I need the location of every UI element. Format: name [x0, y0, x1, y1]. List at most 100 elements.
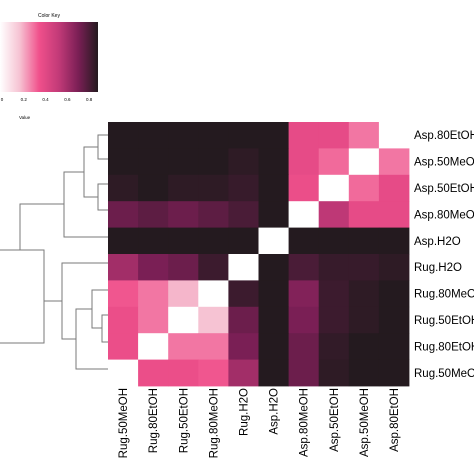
heatmap-cell [168, 122, 199, 149]
heatmap-cell [138, 174, 169, 202]
heatmap-cell [378, 148, 410, 176]
heatmap-cells [108, 122, 410, 387]
column-label: Asp.50MeOH [359, 388, 371, 457]
heatmap-cell [198, 122, 229, 149]
heatmap-cell [318, 280, 350, 308]
heatmap-cell [318, 254, 350, 281]
color-key-title: Color Key [38, 13, 60, 19]
heatmap-cell [378, 122, 410, 149]
row-label: Rug.80MeOH [414, 289, 474, 301]
heatmap-cell [378, 201, 410, 228]
heatmap-cell [378, 174, 410, 202]
heatmap-cell [108, 306, 139, 334]
heatmap-cell [228, 227, 259, 255]
heatmap-cell [228, 333, 259, 360]
heatmap-cell [288, 359, 320, 387]
heatmap-cell [228, 306, 259, 334]
heatmap-cell [378, 306, 410, 334]
row-label: Rug.50MeOH [414, 368, 474, 380]
color-key-tick: 0 [1, 97, 4, 102]
heatmap-cell [108, 174, 139, 202]
row-label: Asp.80MeOH [414, 209, 474, 221]
heatmap-cell [168, 280, 199, 308]
color-key-tick: 0.2 [21, 97, 28, 102]
column-label: Rug.50MeOH [118, 388, 130, 458]
heatmap-cell [348, 333, 380, 360]
heatmap-cell [168, 254, 199, 281]
heatmap-cell [168, 201, 199, 228]
column-label: Rug.H2O [238, 388, 250, 436]
heatmap-cell [138, 333, 169, 360]
heatmap-cell [258, 254, 289, 281]
heatmap-cell [318, 174, 350, 202]
heatmap-cell [138, 201, 169, 228]
heatmap-cell [258, 122, 289, 149]
heatmap-cell [108, 122, 139, 149]
heatmap-cell [348, 254, 380, 281]
heatmap-cell [288, 280, 320, 308]
heatmap-cell [258, 359, 289, 387]
heatmap-cell [378, 359, 410, 387]
heatmap-cell [288, 333, 320, 360]
column-label: Rug.80MeOH [208, 388, 220, 458]
heatmap-cell [258, 227, 289, 255]
row-labels: Asp.80EtOH Asp.50MeOH Asp.50EtOH Asp.80MeOH… [414, 130, 474, 380]
heatmap-cell [288, 122, 320, 149]
heatmap-cell [228, 122, 259, 149]
row-label: Asp.H2O [414, 236, 461, 248]
heatmap-cell [348, 359, 380, 387]
color-key: Color Key 0 0.2 0.4 0.6 0.8 Value [0, 13, 98, 120]
heatmap-cell [108, 148, 139, 176]
heatmap-cell [138, 227, 169, 255]
heatmap-cell [348, 148, 380, 176]
heatmap-cell [258, 306, 289, 334]
heatmap-cell [288, 227, 320, 255]
heatmap-cell [348, 122, 380, 149]
heatmap-cell [318, 227, 350, 255]
heatmap-cell [198, 148, 229, 176]
heatmap-cell [228, 174, 259, 202]
heatmap-cell [108, 359, 139, 387]
column-label: Asp.50EtOH [329, 388, 341, 452]
row-label: Rug.H2O [414, 262, 462, 274]
heatmap-cell [138, 122, 169, 149]
heatmap-cell [228, 201, 259, 228]
heatmap-cell [318, 359, 350, 387]
heatmap-cell [348, 306, 380, 334]
color-key-bar [0, 22, 98, 92]
heatmap-cell [258, 174, 289, 202]
color-key-xlabel: Value [19, 115, 31, 120]
heatmap-cell [348, 201, 380, 228]
heatmap-cell [288, 201, 320, 228]
heatmap-cell [318, 306, 350, 334]
heatmap-cell [168, 333, 199, 360]
heatmap-cell [198, 227, 229, 255]
heatmap-cell [258, 148, 289, 176]
heatmap-cell [108, 280, 139, 308]
row-label: Rug.80EtOH [414, 341, 474, 353]
heatmap-cell [168, 227, 199, 255]
heatmap-cell [378, 333, 410, 360]
heatmap-cell [318, 148, 350, 176]
heatmap-cell [258, 280, 289, 308]
column-labels: Rug.50MeOH Rug.80EtOH Rug.50EtOH Rug.80MeOH… [118, 388, 401, 458]
column-label: Asp.80EtOH [389, 388, 401, 452]
heatmap-cell [348, 174, 380, 202]
heatmap-cell [168, 306, 199, 334]
heatmap-cell [378, 227, 410, 255]
heatmap-cell [378, 254, 410, 281]
heatmap-cell [138, 306, 169, 334]
column-label: Rug.80EtOH [148, 388, 160, 453]
heatmap-cell [258, 201, 289, 228]
heatmap-cell [258, 333, 289, 360]
heatmap-cell [168, 148, 199, 176]
column-label: Asp.H2O [269, 388, 281, 435]
heatmap-cell [168, 359, 199, 387]
heatmap-cell [138, 254, 169, 281]
heatmap-cell [228, 280, 259, 308]
heatmap-cell [198, 174, 229, 202]
heatmap-cell [288, 148, 320, 176]
heatmap-cell [228, 254, 259, 281]
row-label: Rug.50EtOH [414, 315, 474, 327]
